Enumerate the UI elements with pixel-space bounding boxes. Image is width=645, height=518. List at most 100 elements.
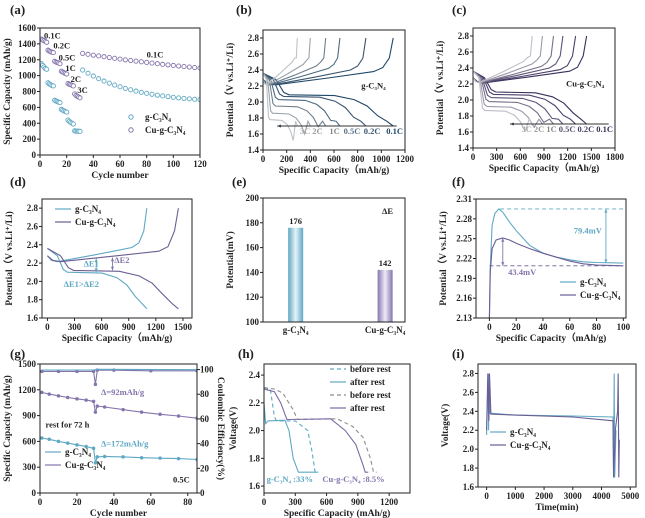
annotation: 0.1C (596, 124, 613, 134)
arrow-head (501, 238, 505, 242)
data-point (176, 63, 182, 69)
y-tick-label: 2.8 (458, 31, 470, 41)
annotation: rest for 72 h (46, 420, 90, 430)
x-tick-label: 0 (484, 491, 489, 501)
data-point (90, 73, 96, 79)
series-group (486, 373, 620, 478)
data-point (176, 456, 181, 461)
series-line-g-C-N-discharge (47, 247, 148, 310)
x-tick-label: 3000 (564, 491, 583, 501)
axes-frame (477, 363, 637, 488)
data-point (165, 62, 171, 68)
x-tick-label: 1500 (174, 322, 193, 332)
legend-entry: after rest (350, 403, 385, 413)
y-right-tick-label: 100 (200, 365, 214, 375)
panel-label: (d) (10, 174, 26, 189)
bar (377, 269, 393, 322)
y-axis-label: Voltage(V) (228, 407, 239, 450)
arrow-head (501, 262, 505, 266)
data-point (139, 455, 144, 460)
y-tick-label: 140 (246, 267, 260, 277)
arrow-head (510, 122, 514, 126)
y-right-tick-label: 80 (200, 389, 210, 399)
y-right-axis-label: Coulombic Efficiency(%) (215, 377, 226, 480)
y-tick-label: 1.8 (248, 113, 260, 123)
series-group (40, 36, 200, 134)
series-line-before-rest (264, 387, 377, 473)
series-line-0.1C-charge (263, 37, 394, 86)
annotation: 1C (329, 126, 339, 136)
y-axis-label: Potential（V vs.Li⁺/Li) (224, 43, 236, 138)
data-point (170, 62, 176, 69)
bar-value-label: 142 (379, 258, 392, 268)
y-tick-label: 2.2 (249, 398, 261, 408)
series-group (473, 35, 588, 133)
series-line-3C-discharge (263, 72, 298, 141)
annotation: g-C₃N₄ :33% (267, 474, 313, 484)
y-tick-label: 1600 (18, 23, 37, 33)
x-axis-label: Specific Capacity（mAh/g) (279, 164, 390, 176)
data-point (91, 446, 96, 451)
y-tick-label: 200 (246, 193, 260, 203)
series-line-Cu-g-C-N- (488, 237, 624, 319)
annotation: 43.4mV (508, 267, 537, 277)
series-line-0.2C-discharge (263, 72, 367, 127)
y-tick-label: 1.6 (248, 129, 260, 139)
x-tick-label: 20 (512, 322, 522, 332)
annotation: 3C (300, 126, 310, 136)
annotation: Cu-g-C₃N₄ :8.5% (322, 474, 384, 484)
data-point (186, 64, 192, 70)
y-tick-label: 180 (246, 218, 260, 228)
y-tick-label: 1.8 (458, 111, 470, 121)
x-tick-label: 600 (514, 152, 528, 162)
panel-label: (b) (236, 2, 252, 17)
y-right-tick-label: 40 (200, 439, 210, 449)
data-point (85, 51, 91, 57)
x-tick-label: 100 (167, 159, 181, 169)
x-tick-label: 0 (487, 322, 492, 332)
panel-d: (d) 1.6 1.8 2.0 2.2 2.4 2.6 2.8 0 300 600 900 1200 15… (3, 174, 193, 344)
y-tick-label: 1.6 (463, 482, 475, 492)
y-right-tick-label: 60 (200, 414, 210, 424)
x-tick-label: 900 (351, 497, 365, 507)
annotation: 0.1C (386, 126, 403, 136)
series-group (264, 387, 377, 473)
arrow-head (110, 266, 115, 271)
series-group (488, 208, 624, 319)
x-tick-label: 80 (183, 497, 193, 507)
data-point (121, 455, 125, 459)
data-point (93, 461, 98, 465)
x-tick-label: 300 (490, 152, 504, 162)
y-tick-label: 2.4 (463, 406, 475, 416)
data-point (117, 84, 123, 90)
x-axis-label: Cycle number (91, 171, 149, 181)
legend-entry: before rest (350, 390, 391, 400)
x-tick-label: 1200 (559, 152, 578, 162)
data-point (64, 109, 70, 115)
series-line-Cu-g-C-N-discharge (47, 247, 179, 310)
series-line-Cu-g-C-N- (486, 373, 620, 478)
annotation: 0.5C (559, 124, 576, 134)
y-tick-label: 2.6 (463, 387, 475, 397)
panel-label: (e) (232, 174, 246, 189)
data-point (122, 57, 128, 63)
data-point (44, 66, 50, 72)
annotation: 3C (522, 124, 532, 134)
data-point (84, 398, 88, 402)
bar (288, 227, 304, 322)
legend-marker (128, 114, 134, 120)
data-point (77, 95, 83, 101)
series-line-2C-discharge (473, 70, 543, 129)
y-tick-label: 1.6 (458, 127, 470, 137)
data-point (40, 436, 44, 440)
legend-entry: Cu-g-C₃N₄ (65, 460, 106, 470)
legend-entry: g-C₃N₄ (65, 447, 91, 457)
data-point (95, 455, 100, 459)
data-point (192, 96, 198, 102)
data-point (158, 456, 162, 460)
axes-frame (41, 198, 193, 319)
y-tick-label: 900 (23, 411, 37, 421)
y-axis-label: Potential（V vs.Li⁺/Li) (434, 41, 446, 136)
annotation: ΔE1 (84, 259, 99, 269)
